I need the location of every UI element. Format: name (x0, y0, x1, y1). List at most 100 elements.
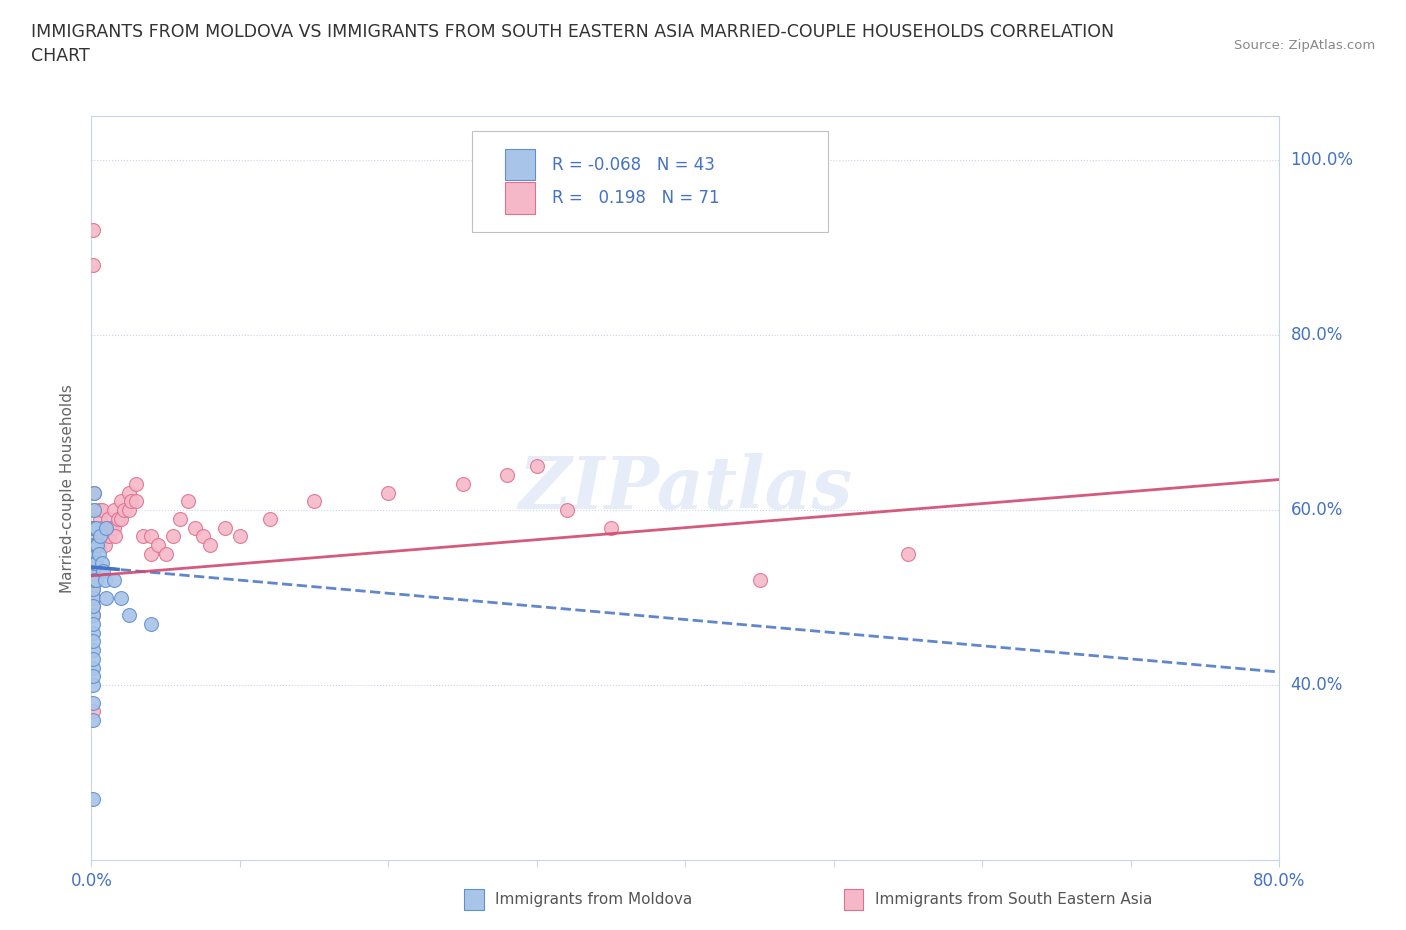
Point (229, 529, 252, 544)
Point (82, 634, 104, 649)
Point (132, 529, 155, 544)
Point (86, 529, 108, 544)
Point (90, 555, 112, 570)
Point (82, 564, 104, 578)
Point (100, 520, 122, 535)
Point (83, 485, 105, 500)
Point (110, 494, 132, 509)
Point (82, 573, 104, 588)
Point (121, 494, 143, 509)
Point (87, 503, 110, 518)
Point (82, 538, 104, 552)
Point (117, 607, 139, 622)
Point (191, 529, 214, 544)
Point (148, 538, 170, 552)
Point (84, 520, 107, 535)
Point (82, 520, 104, 535)
Point (82, 538, 104, 552)
Point (83, 538, 105, 552)
Point (82, 607, 104, 622)
Text: 60.0%: 60.0% (1291, 501, 1343, 519)
Point (82, 564, 104, 578)
Point (83, 503, 105, 518)
Point (139, 529, 162, 544)
Point (259, 512, 281, 526)
Point (90, 503, 112, 518)
Point (82, 581, 104, 596)
Point (83, 520, 105, 535)
Point (96, 591, 118, 605)
Point (82, 617, 104, 631)
Point (83, 573, 105, 588)
FancyBboxPatch shape (505, 149, 534, 180)
Text: Immigrants from Moldova: Immigrants from Moldova (495, 892, 692, 907)
Point (90, 520, 112, 535)
Text: 100.0%: 100.0% (1291, 151, 1354, 169)
Point (82, 520, 104, 535)
Point (97, 512, 120, 526)
Text: R =   0.198   N = 71: R = 0.198 N = 71 (553, 189, 720, 207)
Point (83, 485, 105, 500)
Point (91, 564, 114, 578)
Point (162, 529, 184, 544)
Point (600, 520, 623, 535)
Text: 80.0%: 80.0% (1291, 326, 1343, 344)
Point (96, 520, 118, 535)
Point (83, 520, 105, 535)
Point (184, 520, 207, 535)
Point (83, 503, 105, 518)
Point (82, 660, 104, 675)
Y-axis label: Married-couple Households: Married-couple Households (60, 384, 76, 592)
Point (82, 712, 104, 727)
Point (302, 494, 325, 509)
Point (84, 538, 107, 552)
Point (110, 512, 132, 526)
Point (84, 555, 107, 570)
Point (82, 258, 104, 272)
Point (98, 529, 121, 544)
Point (89, 529, 111, 544)
Point (83, 555, 105, 570)
Point (117, 503, 139, 518)
Point (82, 591, 104, 605)
Point (82, 696, 104, 711)
Point (94, 538, 117, 552)
Point (82, 643, 104, 658)
Point (451, 476, 474, 491)
Point (87, 538, 110, 552)
Point (84, 555, 107, 570)
Point (155, 547, 177, 562)
Point (103, 573, 125, 588)
Point (107, 512, 129, 526)
Point (96, 520, 118, 535)
Point (87, 520, 110, 535)
Point (214, 520, 236, 535)
Point (84, 520, 107, 535)
Point (125, 494, 148, 509)
Point (82, 704, 104, 719)
Point (200, 538, 222, 552)
Text: R = -0.068   N = 43: R = -0.068 N = 43 (553, 155, 716, 174)
Point (82, 555, 104, 570)
Point (139, 547, 162, 562)
Point (377, 485, 399, 500)
Point (169, 512, 191, 526)
Text: Immigrants from South Eastern Asia: Immigrants from South Eastern Asia (875, 892, 1152, 907)
Point (89, 512, 111, 526)
Text: Source: ZipAtlas.com: Source: ZipAtlas.com (1234, 39, 1375, 52)
Text: IMMIGRANTS FROM MOLDOVA VS IMMIGRANTS FROM SOUTH EASTERN ASIA MARRIED-COUPLE HOU: IMMIGRANTS FROM MOLDOVA VS IMMIGRANTS FR… (31, 23, 1114, 65)
Point (82, 599, 104, 614)
Point (117, 485, 139, 500)
Point (82, 791, 104, 806)
Point (82, 555, 104, 570)
Point (103, 520, 125, 535)
Point (526, 458, 548, 473)
Point (83, 555, 105, 570)
Point (555, 503, 578, 518)
Point (125, 476, 148, 491)
Point (82, 678, 104, 693)
Point (82, 599, 104, 614)
Point (82, 547, 104, 562)
Point (83, 538, 105, 552)
Point (177, 494, 200, 509)
